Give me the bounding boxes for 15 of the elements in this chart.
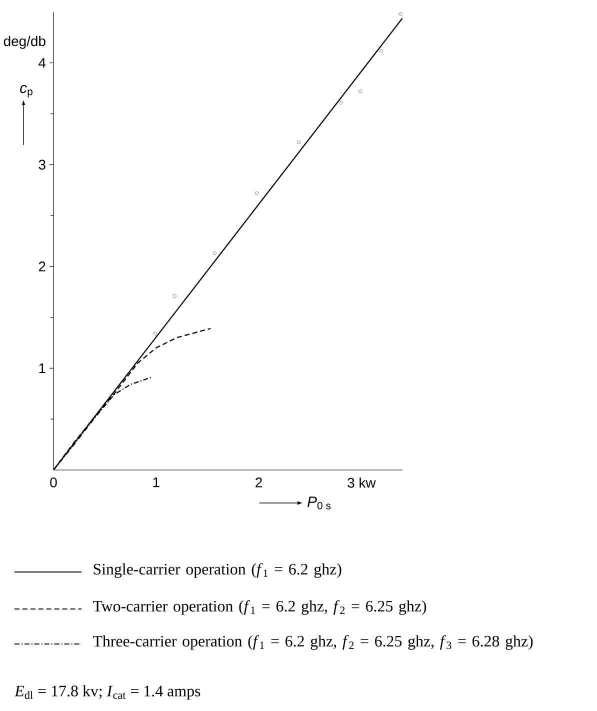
x-tick-label: 3 kw bbox=[347, 477, 376, 488]
legend-label: Two-carrier operation (f$_{1}$ = 6.2 ghz, f$_{2}$ = 6.25 ghz) bbox=[92, 600, 426, 615]
y-tick-label: 3 bbox=[38, 160, 46, 170]
x-tick-label: 0 bbox=[50, 477, 57, 488]
y-tick-label: 2 bbox=[38, 262, 46, 272]
x-tick-label: 1 bbox=[153, 478, 160, 488]
y-tick-label: 4 bbox=[38, 58, 46, 68]
text: E$_{dl}$ = 17.8 kv; I$_{cat}$ = 1.4 amps bbox=[14, 685, 200, 700]
text: deg/db bbox=[4, 36, 46, 49]
legend-label: Single-carrier operation (f$_{1}$ = 6.2 ghz) bbox=[94, 563, 342, 578]
x-axis-title: P$_{0 s}$ bbox=[307, 496, 330, 510]
x-tick-label: 2 bbox=[255, 477, 262, 488]
y-tick-label: 1 bbox=[39, 363, 46, 374]
text: Three-carrier operation (f$_{1}$ = 6.2 ghz, f$_{2}$ = 6.25 ghz, f$_{3}$ = 6.28 ghz) bbox=[92, 635, 532, 650]
y-axis-title: c$_{p}$ bbox=[20, 84, 32, 98]
